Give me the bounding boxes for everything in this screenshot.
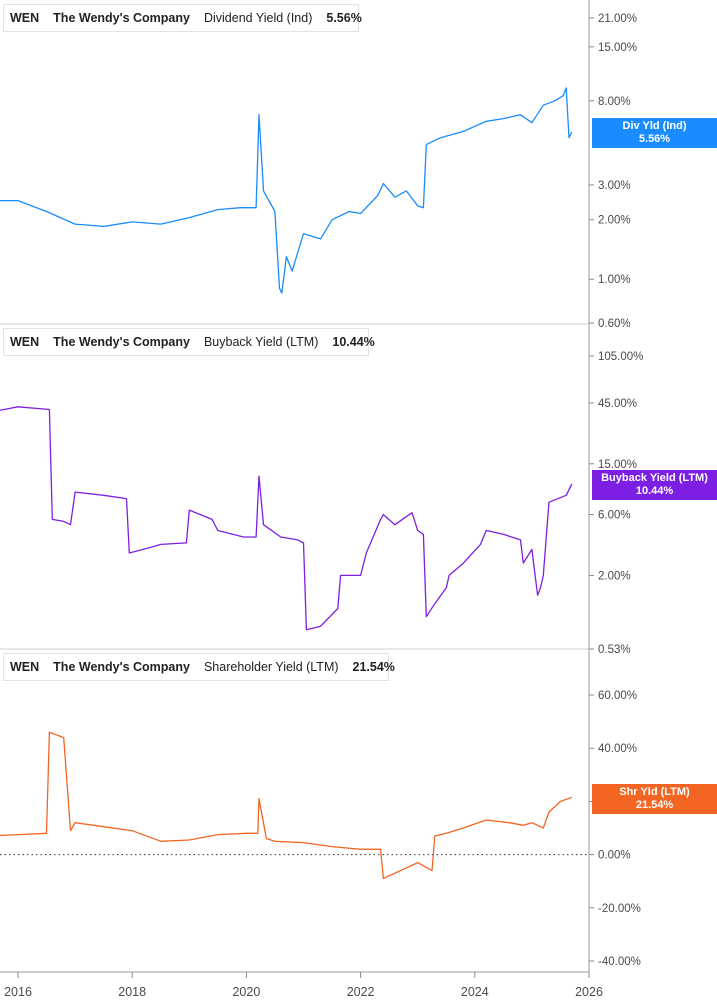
legend-ticker: WEN xyxy=(10,11,40,25)
series-line-0 xyxy=(0,87,573,294)
y-tick-label: 2.00% xyxy=(598,570,631,582)
legend-metric: Shareholder Yield (LTM) xyxy=(203,660,339,674)
legend-value: 5.56% xyxy=(326,11,362,25)
y-tick-label: 0.00% xyxy=(598,850,631,862)
y-tick-label: 1.00% xyxy=(598,274,631,286)
x-tick-label: 2016 xyxy=(4,985,32,999)
legend-metric: Buyback Yield (LTM) xyxy=(203,335,319,349)
legend-buyback-yield: WEN The Wendy's Company Buyback Yield (L… xyxy=(3,328,375,356)
series-line-2 xyxy=(0,731,573,880)
tag-label: Buyback Yield (LTM) xyxy=(601,472,708,484)
x-tick-label: 2024 xyxy=(461,985,489,999)
y-tick-label: 15.00% xyxy=(598,459,637,471)
y-tick-label: -20.00% xyxy=(598,903,641,915)
current-value-tag-dividend: Div Yld (Ind) 5.56% xyxy=(592,118,717,148)
tag-value: 5.56% xyxy=(638,133,671,145)
series-line-1 xyxy=(0,406,573,631)
legend-company: The Wendy's Company xyxy=(53,660,190,674)
legend-dividend-yield: WEN The Wendy's Company Dividend Yield (… xyxy=(3,4,362,32)
current-value-tag-shareholder: Shr Yld (LTM) 21.54% xyxy=(592,784,717,814)
x-tick-label: 2022 xyxy=(347,985,375,999)
x-tick-label: 2020 xyxy=(232,985,260,999)
current-value-tag-buyback: Buyback Yield (LTM) 10.44% xyxy=(592,470,717,500)
tag-value: 21.54% xyxy=(635,799,674,811)
y-tick-label: 15.00% xyxy=(598,42,637,54)
y-tick-label: 0.53% xyxy=(598,644,631,656)
y-tick-label: 6.00% xyxy=(598,510,631,522)
legend-company: The Wendy's Company xyxy=(53,335,190,349)
y-tick-label: 21.00% xyxy=(598,13,637,25)
x-tick-label: 2018 xyxy=(118,985,146,999)
legend-company: The Wendy's Company xyxy=(53,11,190,25)
legend-shareholder-yield: WEN The Wendy's Company Shareholder Yiel… xyxy=(3,653,395,681)
y-tick-label: 60.00% xyxy=(598,690,637,702)
y-tick-label: 40.00% xyxy=(598,743,637,755)
y-tick-label: 45.00% xyxy=(598,398,637,410)
y-tick-label: 2.00% xyxy=(598,215,631,227)
legend-value: 21.54% xyxy=(352,660,395,674)
legend-ticker: WEN xyxy=(10,660,40,674)
y-tick-label: -40.00% xyxy=(598,956,641,968)
legend-ticker: WEN xyxy=(10,335,40,349)
x-tick-label: 2026 xyxy=(575,985,603,999)
y-tick-label: 8.00% xyxy=(598,96,631,108)
tag-label: Div Yld (Ind) xyxy=(622,120,687,132)
tag-label: Shr Yld (LTM) xyxy=(619,786,690,798)
y-tick-label: 0.60% xyxy=(598,318,631,330)
legend-metric: Dividend Yield (Ind) xyxy=(203,11,313,25)
tag-value: 10.44% xyxy=(635,485,674,497)
y-tick-label: 105.00% xyxy=(598,351,643,363)
legend-value: 10.44% xyxy=(332,335,375,349)
y-tick-label: 3.00% xyxy=(598,180,631,192)
